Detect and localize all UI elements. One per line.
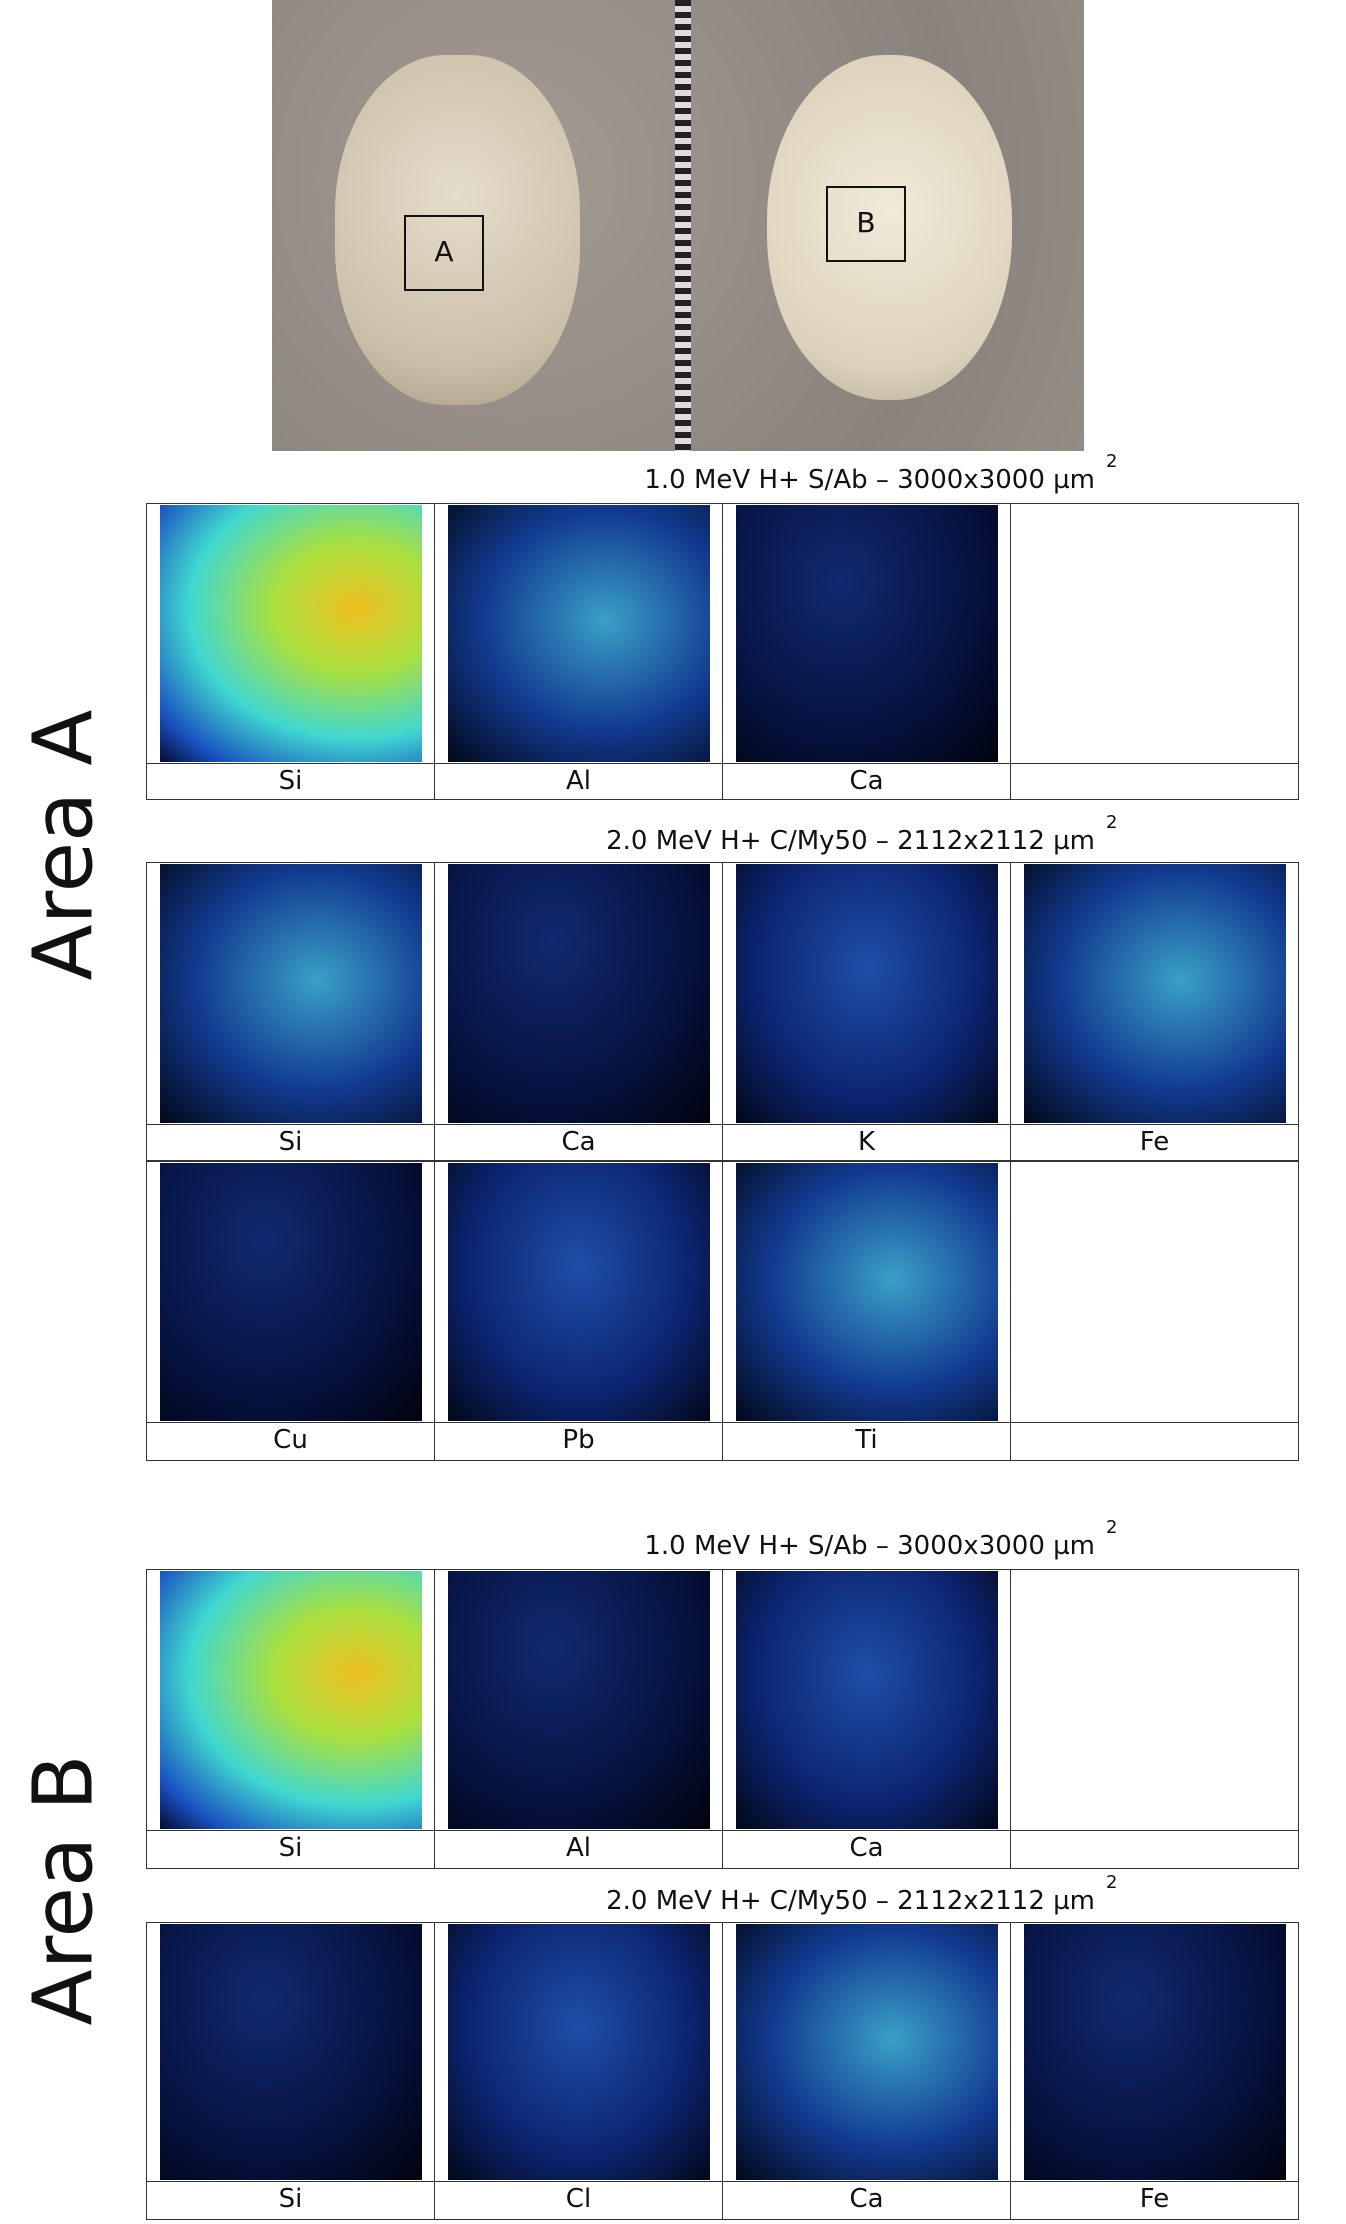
empty-label xyxy=(1010,1830,1299,1869)
element-label: Pb xyxy=(434,1422,723,1461)
element-label: Si xyxy=(146,2181,435,2220)
area-label: Area B xyxy=(16,1754,112,2026)
element-map xyxy=(160,505,422,762)
element-label: Cu xyxy=(146,1422,435,1461)
group-title-exponent: 2 xyxy=(1106,1517,1118,1538)
scarab-b xyxy=(767,55,1012,400)
empty-label xyxy=(1010,763,1299,800)
group-title-exponent: 2 xyxy=(1106,812,1118,833)
element-label: Cl xyxy=(434,2181,723,2220)
element-label: Ca xyxy=(434,1124,723,1161)
element-map xyxy=(448,1163,710,1421)
element-map xyxy=(1024,864,1286,1123)
element-label: Fe xyxy=(1010,1124,1299,1161)
element-label: Al xyxy=(434,763,723,800)
group-title: 2.0 MeV H+ C/My50 – 2112x2112 µm xyxy=(606,826,1095,856)
element-label: Si xyxy=(146,1830,435,1869)
element-label: Fe xyxy=(1010,2181,1299,2220)
element-map xyxy=(448,1571,710,1829)
element-map xyxy=(736,1163,998,1421)
element-map xyxy=(736,1924,998,2180)
group-title: 1.0 MeV H+ S/Ab – 3000x3000 µm xyxy=(644,465,1095,495)
element-label: Si xyxy=(146,763,435,800)
element-map xyxy=(448,1924,710,2180)
area-box: B xyxy=(826,186,906,262)
area-label: Area A xyxy=(16,709,112,981)
map-cell xyxy=(1010,1569,1299,1831)
element-map xyxy=(160,1163,422,1421)
element-map xyxy=(736,1571,998,1829)
group-title-exponent: 2 xyxy=(1106,451,1118,472)
scarab-a xyxy=(335,55,580,405)
element-label: Si xyxy=(146,1124,435,1161)
map-cell xyxy=(1010,1161,1299,1423)
element-map xyxy=(736,864,998,1123)
element-map xyxy=(160,1924,422,2180)
element-map xyxy=(1024,1924,1286,2180)
element-label: Al xyxy=(434,1830,723,1869)
element-map xyxy=(448,505,710,762)
group-title-exponent: 2 xyxy=(1106,1872,1118,1893)
area-box: A xyxy=(404,215,484,291)
element-map xyxy=(160,864,422,1123)
group-title: 1.0 MeV H+ S/Ab – 3000x3000 µm xyxy=(644,1531,1095,1561)
element-label: Ca xyxy=(722,2181,1011,2220)
ruler xyxy=(675,0,691,451)
empty-label xyxy=(1010,1422,1299,1461)
element-map xyxy=(736,505,998,762)
element-label: Ca xyxy=(722,1830,1011,1869)
element-map xyxy=(160,1571,422,1829)
map-cell xyxy=(1010,503,1299,764)
group-title: 2.0 MeV H+ C/My50 – 2112x2112 µm xyxy=(606,1886,1095,1916)
element-map xyxy=(448,864,710,1123)
element-label: K xyxy=(722,1124,1011,1161)
element-label: Ca xyxy=(722,763,1011,800)
element-label: Ti xyxy=(722,1422,1011,1461)
photo: A B xyxy=(272,0,1084,451)
